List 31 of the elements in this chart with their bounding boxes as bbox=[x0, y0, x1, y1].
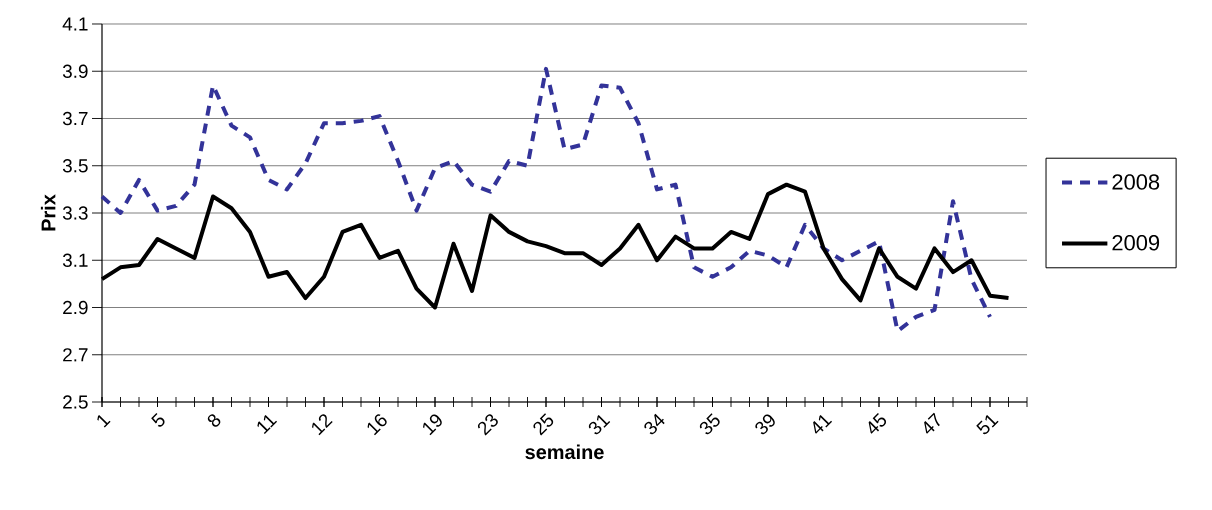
x-tick-label: 1 bbox=[97, 414, 111, 428]
y-tick-label: 3.1 bbox=[62, 253, 88, 267]
x-axis-title: semaine bbox=[525, 444, 604, 460]
x-tick-label: 16 bbox=[367, 414, 387, 436]
x-tick-label: 19 bbox=[423, 414, 442, 436]
x-tick-label: 5 bbox=[151, 413, 165, 427]
y-axis-title: Prix bbox=[40, 194, 56, 231]
x-tick-label: 47 bbox=[924, 412, 940, 434]
y-tick-label: 2.9 bbox=[63, 300, 88, 315]
x-tick-label: 12 bbox=[312, 414, 333, 436]
y-tick-label: 3.7 bbox=[62, 111, 88, 126]
x-tick-label: 34 bbox=[644, 413, 665, 435]
x-tick-label: 31 bbox=[588, 415, 611, 435]
y-tick-label: 3.9 bbox=[62, 64, 88, 78]
y-tick-label: 3.5 bbox=[62, 159, 88, 173]
legend-label: 2009 bbox=[1112, 234, 1160, 251]
x-tick-label: 41 bbox=[813, 414, 833, 434]
x-tick-label: 51 bbox=[976, 414, 999, 435]
y-tick-label: 3.3 bbox=[62, 206, 88, 220]
y-tick-label: 2.7 bbox=[63, 348, 88, 362]
y-tick-label: 4.1 bbox=[62, 17, 88, 31]
x-tick-label: 23 bbox=[477, 414, 498, 436]
x-tick-label: 11 bbox=[257, 414, 278, 435]
x-tick-label: 45 bbox=[868, 413, 887, 434]
legend-label: 2008 bbox=[1112, 174, 1160, 190]
x-tick-label: 25 bbox=[533, 413, 554, 436]
x-tick-label: 8 bbox=[207, 414, 221, 427]
y-tick-label: 2.5 bbox=[63, 395, 88, 409]
x-tick-label: 39 bbox=[755, 414, 775, 435]
line-series bbox=[100, 66, 993, 334]
x-tick-label: 35 bbox=[699, 413, 720, 435]
